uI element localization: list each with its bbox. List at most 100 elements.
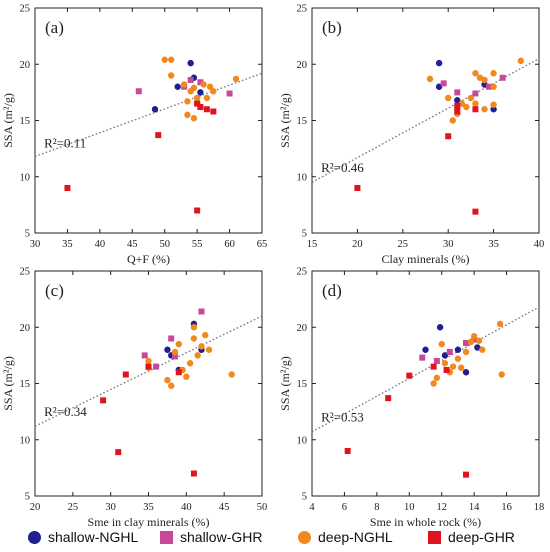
panel-label: (d) <box>322 281 342 300</box>
point-shallow-ghr <box>433 358 440 364</box>
point-shallow-ghr <box>135 88 142 95</box>
y-tick-label: 5 <box>25 229 30 240</box>
point-shallow-ghr <box>446 349 453 355</box>
x-tick-label: 30 <box>30 239 41 250</box>
x-tick-label: 40 <box>95 239 106 250</box>
point-deep-nghl <box>481 76 488 84</box>
y-tick-label: 15 <box>297 116 308 127</box>
point-deep-nghl <box>186 360 194 367</box>
x-axis-label: Clay minerals (%) <box>382 252 470 266</box>
point-deep-nghl <box>472 70 479 77</box>
point-deep-nghl <box>490 70 497 77</box>
point-shallow-nghl <box>474 344 481 351</box>
legend-marker-deep-nghl <box>298 530 311 544</box>
point-deep-nghl <box>449 117 456 124</box>
x-tick-label: 35 <box>62 239 73 250</box>
x-tick-label: 8 <box>374 502 379 513</box>
r-squared-label: R²=0.46 <box>321 160 364 175</box>
legend-label-shallow-ghr: shallow-GHR <box>180 529 263 545</box>
point-deep-nghl <box>203 94 211 102</box>
point-shallow-nghl <box>454 97 461 104</box>
panel-4: 4 6 8 10 12 14 16 18 5 10 15 20 25 Sme in whole rock … <box>278 267 544 530</box>
x-tick-label: 45 <box>127 239 138 250</box>
point-deep-nghl <box>190 324 198 331</box>
trend-line <box>34 315 263 427</box>
point-deep-ghr <box>194 207 201 214</box>
y-tick-label: 15 <box>20 116 31 127</box>
x-axis-label: Q+F (%) <box>127 252 170 266</box>
point-deep-nghl <box>490 101 497 108</box>
point-shallow-nghl <box>151 106 159 113</box>
point-deep-nghl <box>441 360 449 367</box>
point-deep-ghr <box>463 471 470 478</box>
y-tick-label: 5 <box>302 229 307 240</box>
point-deep-nghl <box>184 111 191 119</box>
point-shallow-ghr <box>472 90 479 97</box>
legend-marker-shallow-ghr <box>160 530 173 544</box>
legend-marker-deep-ghr <box>428 530 441 544</box>
point-shallow-ghr <box>141 352 148 359</box>
point-shallow-ghr <box>171 353 178 360</box>
y-tick-label: 20 <box>297 60 308 71</box>
point-deep-nghl <box>193 94 201 102</box>
point-deep-ghr <box>454 108 461 115</box>
y-tick-label: 25 <box>297 267 308 278</box>
point-deep-ghr <box>454 102 461 109</box>
point-deep-nghl <box>171 348 179 356</box>
y-tick-label: 5 <box>302 492 307 503</box>
point-deep-nghl <box>438 340 445 348</box>
x-tick-label: 4 <box>309 502 315 513</box>
y-axis-label: SSA (m²/g) <box>278 356 292 411</box>
x-tick-label: 60 <box>224 239 235 250</box>
point-deep-ghr <box>354 185 361 191</box>
point-shallow-ghr <box>187 77 194 83</box>
y-tick-label: 5 <box>25 492 30 503</box>
point-shallow-ghr <box>486 83 493 90</box>
point-deep-nghl <box>164 376 171 384</box>
point-deep-ghr <box>406 372 413 379</box>
point-deep-ghr <box>64 185 71 191</box>
y-tick-label: 15 <box>20 379 31 390</box>
point-shallow-nghl <box>490 106 497 113</box>
y-tick-label: 10 <box>20 435 31 446</box>
point-shallow-ghr <box>440 80 447 87</box>
point-deep-nghl <box>200 81 207 88</box>
point-deep-nghl <box>449 363 457 370</box>
point-deep-nghl <box>467 338 475 346</box>
y-axis-label: SSA (m²/g) <box>278 93 292 148</box>
point-deep-nghl <box>496 320 504 328</box>
trend-line <box>34 72 263 158</box>
point-shallow-nghl <box>462 369 470 376</box>
point-deep-ghr <box>472 208 479 215</box>
point-deep-nghl <box>168 56 175 63</box>
point-shallow-nghl <box>441 352 449 359</box>
point-deep-ghr <box>145 363 152 370</box>
point-shallow-ghr <box>463 340 470 346</box>
x-tick-label: 18 <box>534 502 545 513</box>
x-tick-label: 55 <box>192 239 203 250</box>
point-deep-nghl <box>430 380 437 387</box>
point-deep-nghl <box>467 94 475 102</box>
plot-frame <box>34 270 263 497</box>
point-shallow-ghr <box>197 79 204 86</box>
plot-frame <box>34 7 263 234</box>
x-tick-label: 35 <box>488 239 499 250</box>
x-tick-label: 14 <box>469 502 480 513</box>
point-deep-nghl <box>198 343 205 350</box>
legend-label-deep-nghl: deep-NGHL <box>318 529 393 545</box>
point-deep-ghr <box>155 132 162 139</box>
x-tick-label: 6 <box>342 502 347 513</box>
point-shallow-nghl <box>197 89 204 96</box>
point-deep-ghr <box>175 369 182 376</box>
point-deep-ghr <box>194 100 201 107</box>
point-deep-ghr <box>122 371 129 378</box>
point-deep-nghl <box>463 103 470 111</box>
point-deep-ghr <box>210 108 217 115</box>
point-deep-nghl <box>210 88 217 95</box>
point-deep-ghr <box>344 448 351 454</box>
point-deep-nghl <box>180 81 188 88</box>
y-tick-label: 10 <box>297 435 308 446</box>
x-tick-label: 40 <box>534 239 545 250</box>
point-deep-ghr <box>190 470 197 477</box>
